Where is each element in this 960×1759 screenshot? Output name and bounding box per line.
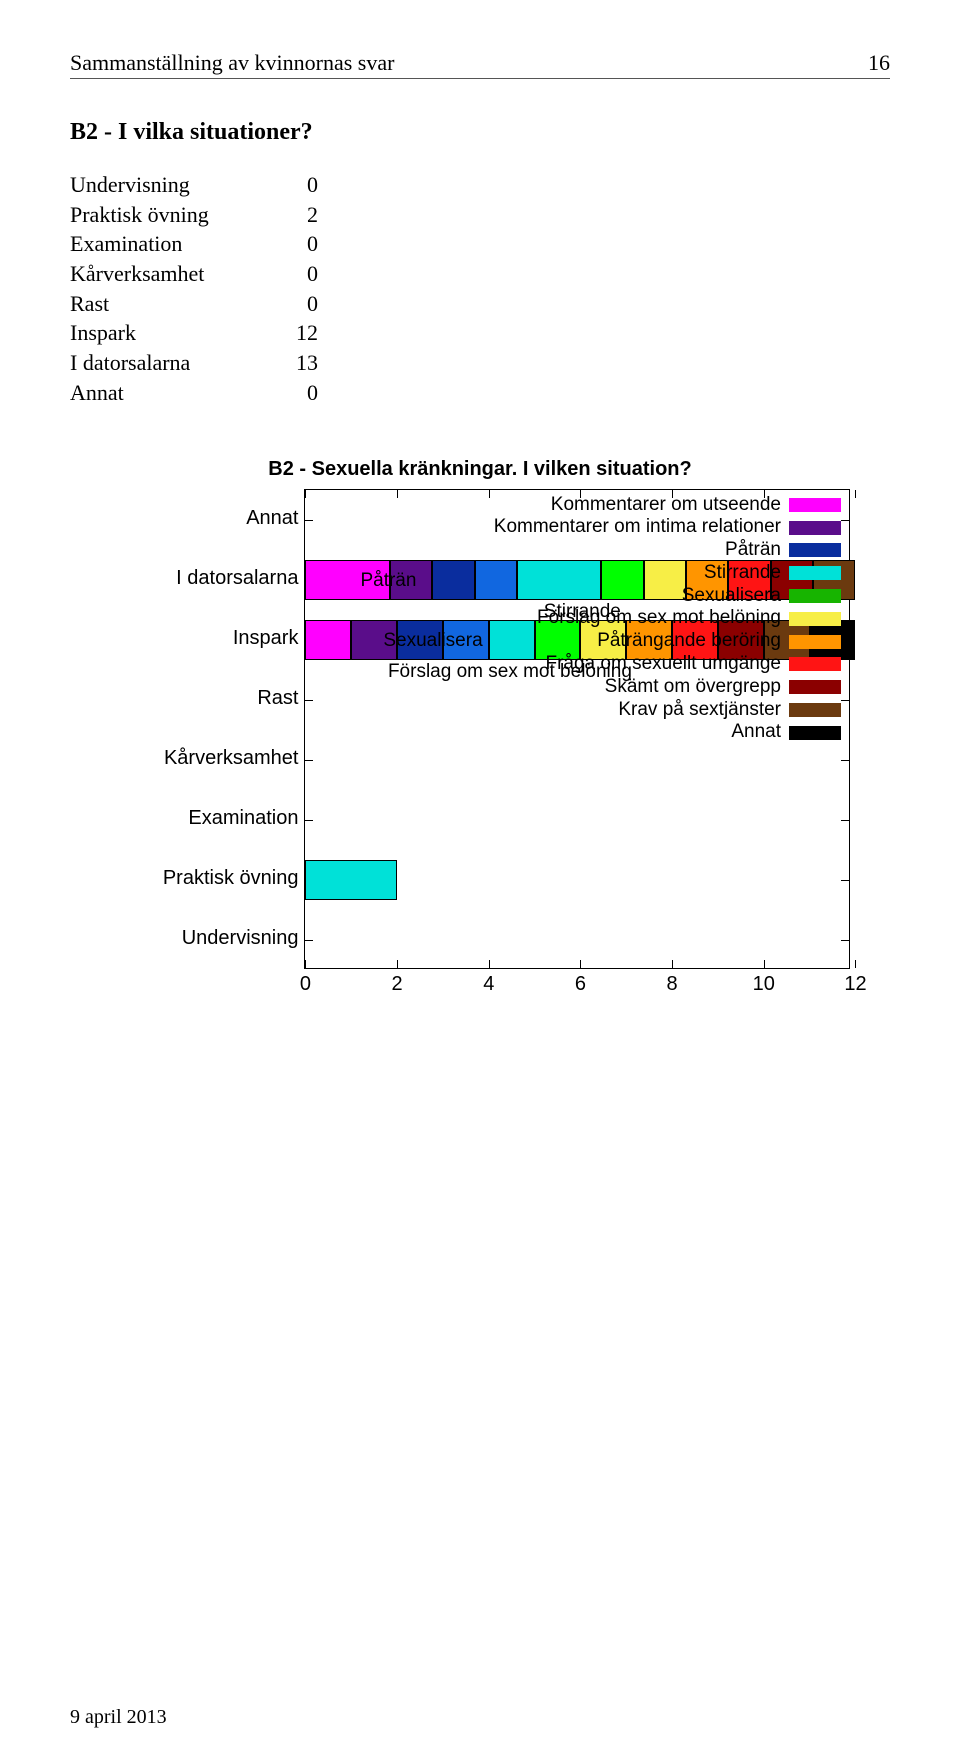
chart-y-label: Annat <box>246 507 298 530</box>
table-value: 0 <box>278 170 318 200</box>
page-header: Sammanställning av kvinnornas svar 16 <box>70 50 890 79</box>
table-value: 13 <box>278 348 318 378</box>
table-row: Rast 0 <box>70 289 890 319</box>
chart-y-label: Examination <box>188 807 298 830</box>
legend-item: Skämt om övergrepp <box>605 676 841 699</box>
legend-swatch <box>789 703 841 717</box>
legend-swatch <box>789 589 841 603</box>
footer-date: 9 april 2013 <box>70 1666 890 1729</box>
chart-bar <box>305 860 397 900</box>
legend-label: Förslag om sex mot belöning <box>537 607 781 630</box>
chart-plot-area: Kommentarer om utseendeKommentarer om in… <box>304 489 850 969</box>
table-row: Undervisning 0 <box>70 170 890 200</box>
table-row: Inspark 12 <box>70 318 890 348</box>
legend-label: Kommentarer om utseende <box>551 494 781 517</box>
legend-swatch <box>789 680 841 694</box>
legend-label: Påträngande beröring <box>597 630 781 653</box>
chart-title: B2 - Sexuella kränkningar. I vilken situ… <box>110 458 850 481</box>
chart-x-tick: 0 <box>300 973 311 996</box>
table-label: Kårverksamhet <box>70 259 250 289</box>
legend-item: Kommentarer om utseende <box>551 494 841 517</box>
legend-item: Påträn <box>725 539 841 562</box>
chart-legend: Kommentarer om utseendeKommentarer om in… <box>494 494 841 745</box>
table-row: Kårverksamhet 0 <box>70 259 890 289</box>
chart-x-tick: 10 <box>753 973 775 996</box>
legend-label: Krav på sextjänster <box>618 699 781 722</box>
table-value: 0 <box>278 259 318 289</box>
chart-bar-segment <box>432 560 474 600</box>
table-label: Annat <box>70 378 250 408</box>
table-value: 0 <box>278 289 318 319</box>
legend-swatch <box>789 726 841 740</box>
legend-swatch <box>789 612 841 626</box>
legend-swatch <box>789 566 841 580</box>
header-title: Sammanställning av kvinnornas svar <box>70 50 394 76</box>
table-label: Praktisk övning <box>70 200 250 230</box>
legend-item: Förslag om sex mot belöning <box>537 607 841 630</box>
chart-overlay-text: Påträn <box>360 570 416 592</box>
table-row: Praktisk övning 2 <box>70 200 890 230</box>
table-label: Examination <box>70 229 250 259</box>
chart-x-tick: 8 <box>667 973 678 996</box>
legend-swatch <box>789 543 841 557</box>
chart-overlay-text: Sexualisera <box>383 630 482 652</box>
legend-label: Fråga om sexuellt umgänge <box>545 653 781 676</box>
legend-swatch <box>789 635 841 649</box>
header-page-number: 16 <box>868 50 890 76</box>
legend-item: Annat <box>731 721 841 744</box>
legend-label: Skämt om övergrepp <box>605 676 781 699</box>
chart-y-label: I datorsalarna <box>176 567 298 590</box>
legend-label: Påträn <box>725 539 781 562</box>
legend-swatch <box>789 657 841 671</box>
data-table: Undervisning0Praktisk övning2Examination… <box>70 170 890 408</box>
chart-bar-segment <box>305 620 351 660</box>
chart-x-tick: 4 <box>483 973 494 996</box>
table-value: 12 <box>278 318 318 348</box>
legend-item: Sexualisera <box>682 585 841 608</box>
legend-swatch <box>789 521 841 535</box>
chart-y-labels: Annat I datorsalarna Inspark Rast Kårverksam… <box>110 489 304 969</box>
legend-label: Stirrande <box>704 562 781 585</box>
table-row: Annat 0 <box>70 378 890 408</box>
legend-swatch <box>789 498 841 512</box>
chart-y-label: Rast <box>257 687 298 710</box>
legend-item: Stirrande <box>704 562 841 585</box>
chart-x-tick: 6 <box>575 973 586 996</box>
table-row: Examination 0 <box>70 229 890 259</box>
chart-x-tick: 12 <box>844 973 866 996</box>
legend-item: Krav på sextjänster <box>618 699 841 722</box>
legend-label: Kommentarer om intima relationer <box>494 516 781 539</box>
chart-y-label: Undervisning <box>182 927 299 950</box>
legend-item: Påträngande beröring <box>597 630 841 653</box>
chart-y-label: Inspark <box>233 627 299 650</box>
legend-label: Sexualisera <box>682 585 781 608</box>
chart-x-tick: 2 <box>392 973 403 996</box>
chart-y-label: Kårverksamhet <box>164 747 299 770</box>
section-title: B2 - I vilka situationer? <box>70 119 890 146</box>
table-value: 0 <box>278 229 318 259</box>
table-value: 0 <box>278 378 318 408</box>
table-label: I datorsalarna <box>70 348 250 378</box>
chart: B2 - Sexuella kränkningar. I vilken situ… <box>110 458 850 969</box>
table-label: Rast <box>70 289 250 319</box>
legend-label: Annat <box>731 721 781 744</box>
table-row: I datorsalarna 13 <box>70 348 890 378</box>
legend-item: Fråga om sexuellt umgänge <box>545 653 841 676</box>
table-value: 2 <box>278 200 318 230</box>
legend-item: Kommentarer om intima relationer <box>494 516 841 539</box>
table-label: Inspark <box>70 318 250 348</box>
table-label: Undervisning <box>70 170 250 200</box>
chart-y-label: Praktisk övning <box>163 867 299 890</box>
